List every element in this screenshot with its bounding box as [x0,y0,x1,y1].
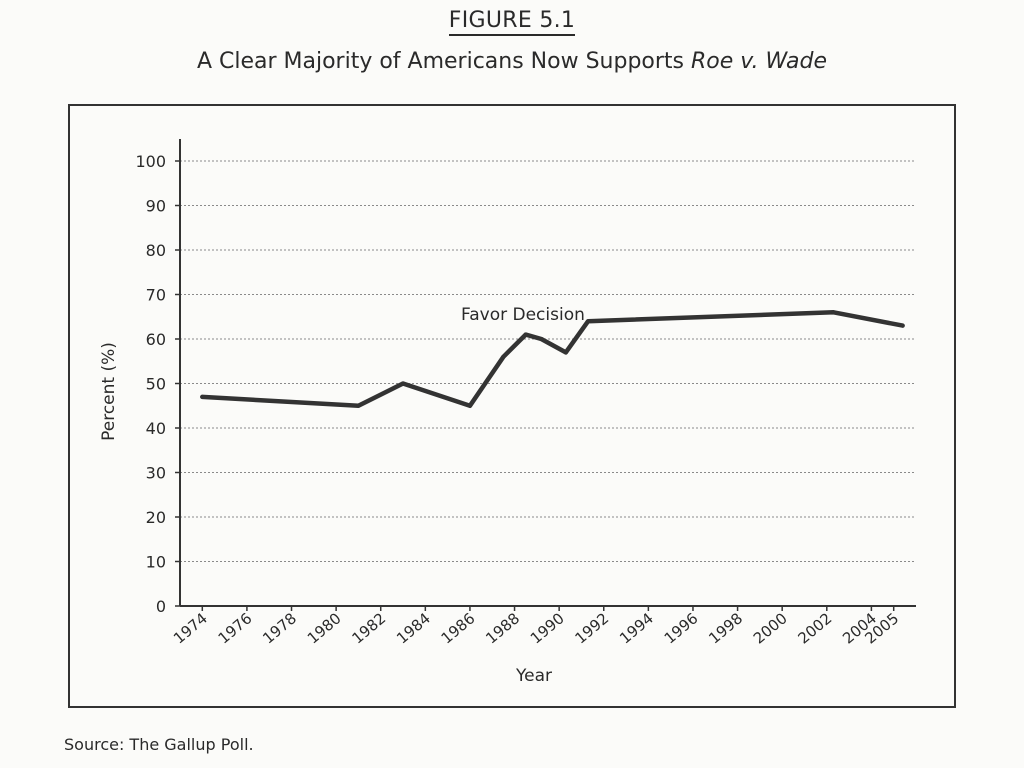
data-point [501,354,506,359]
figure-title: A Clear Majority of Americans Now Suppor… [0,49,1024,74]
source-note: Source: The Gallup Poll. [64,735,254,754]
y-tick-label: 0 [156,597,166,616]
x-tick-label: 1978 [259,609,300,647]
x-tick-label: 1974 [170,609,211,647]
x-tick-label: 1986 [438,609,479,647]
chart-frame: 0 10 20 30 40 50 60 70 80 90 100 1974 1976 1978 1980 19… [68,104,956,708]
x-tick-label: 1980 [304,609,345,647]
figure-title-main: A Clear Majority of Americans Now Suppor… [196,49,692,74]
figure-label: FIGURE 5.1 [0,8,1024,36]
x-tick-label: 2002 [795,609,836,647]
y-tick-label: 20 [146,508,166,527]
y-tick-label: 80 [146,241,166,260]
x-tick-label: 1992 [572,609,613,647]
y-tick-label: 90 [146,197,166,216]
data-point [831,310,836,315]
data-point [200,394,205,399]
x-tick-label: 1990 [527,609,568,647]
data-point [900,323,905,328]
data-point [467,403,472,408]
figure-title-case: Roe v. Wade [691,49,828,74]
x-axis-label: Year [515,666,552,686]
y-tick-label: 60 [146,330,166,349]
figure-label-text: FIGURE 5.1 [448,8,576,36]
data-point [563,350,568,355]
data-point [356,403,361,408]
y-tick-label: 50 [146,375,166,394]
x-tick-label: 2000 [750,609,791,647]
data-point [586,319,591,324]
y-tick-label: 30 [146,464,166,483]
series-line-favor-decision [200,310,905,409]
x-tick-label: 1988 [482,609,523,647]
y-tick-label: 100 [135,152,166,171]
x-tick-label: 1996 [661,609,702,647]
data-point [539,337,544,341]
y-axis-label: Percent (%) [99,342,119,441]
y-tick-label: 40 [146,419,166,438]
x-tick-label: 1984 [393,609,434,647]
x-tick-label: 1998 [705,609,746,647]
y-tick-label: 10 [146,553,166,572]
data-point [401,381,406,386]
x-tick-label: 1982 [348,609,389,647]
y-tick-label: 70 [146,286,166,305]
x-tick-label: 1994 [616,609,657,647]
x-tick-label: 1976 [215,609,256,647]
series-label-favor-decision: Favor Decision [461,305,585,325]
data-point [523,332,528,337]
